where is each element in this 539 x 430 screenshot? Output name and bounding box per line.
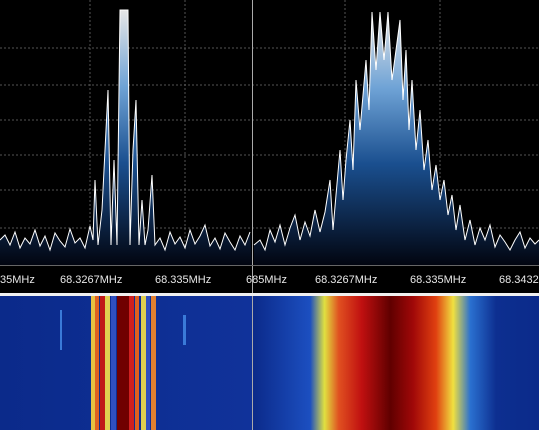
freq-label: 68.335MHz — [155, 274, 211, 286]
spectrum-fill-right — [254, 12, 539, 265]
waterfall-left-stripes — [60, 296, 186, 430]
waterfall-stripe — [183, 315, 186, 345]
spectrum-trace-right — [253, 11, 539, 252]
freq-label: 68.335MHz — [410, 274, 466, 286]
waterfall-stripe — [60, 310, 62, 350]
waterfall-stripe — [141, 296, 146, 430]
freq-label: 68.3267MHz — [60, 274, 122, 286]
waterfall-stripe — [129, 296, 134, 430]
spectrum-trace-left — [0, 9, 251, 252]
spectrum-fill-left — [0, 10, 252, 265]
waterfall-right — [253, 296, 539, 430]
waterfall-stripe — [151, 296, 156, 430]
waterfall-stripe — [117, 296, 129, 430]
waterfall-stripe — [111, 296, 116, 430]
freq-label: 68.3267MHz — [315, 274, 377, 286]
freq-label: 68.3432 — [499, 274, 539, 286]
waterfall-stripe — [91, 296, 95, 430]
freq-label: 35MHz — [0, 274, 35, 286]
freq-label: 685MHz — [246, 274, 287, 286]
waterfall-stripe — [95, 296, 99, 430]
separator — [0, 293, 539, 296]
waterfall-stripe — [135, 296, 139, 430]
waterfall-stripe — [146, 296, 150, 430]
waterfall-stripe — [105, 296, 110, 430]
waterfall-stripe — [100, 296, 105, 430]
